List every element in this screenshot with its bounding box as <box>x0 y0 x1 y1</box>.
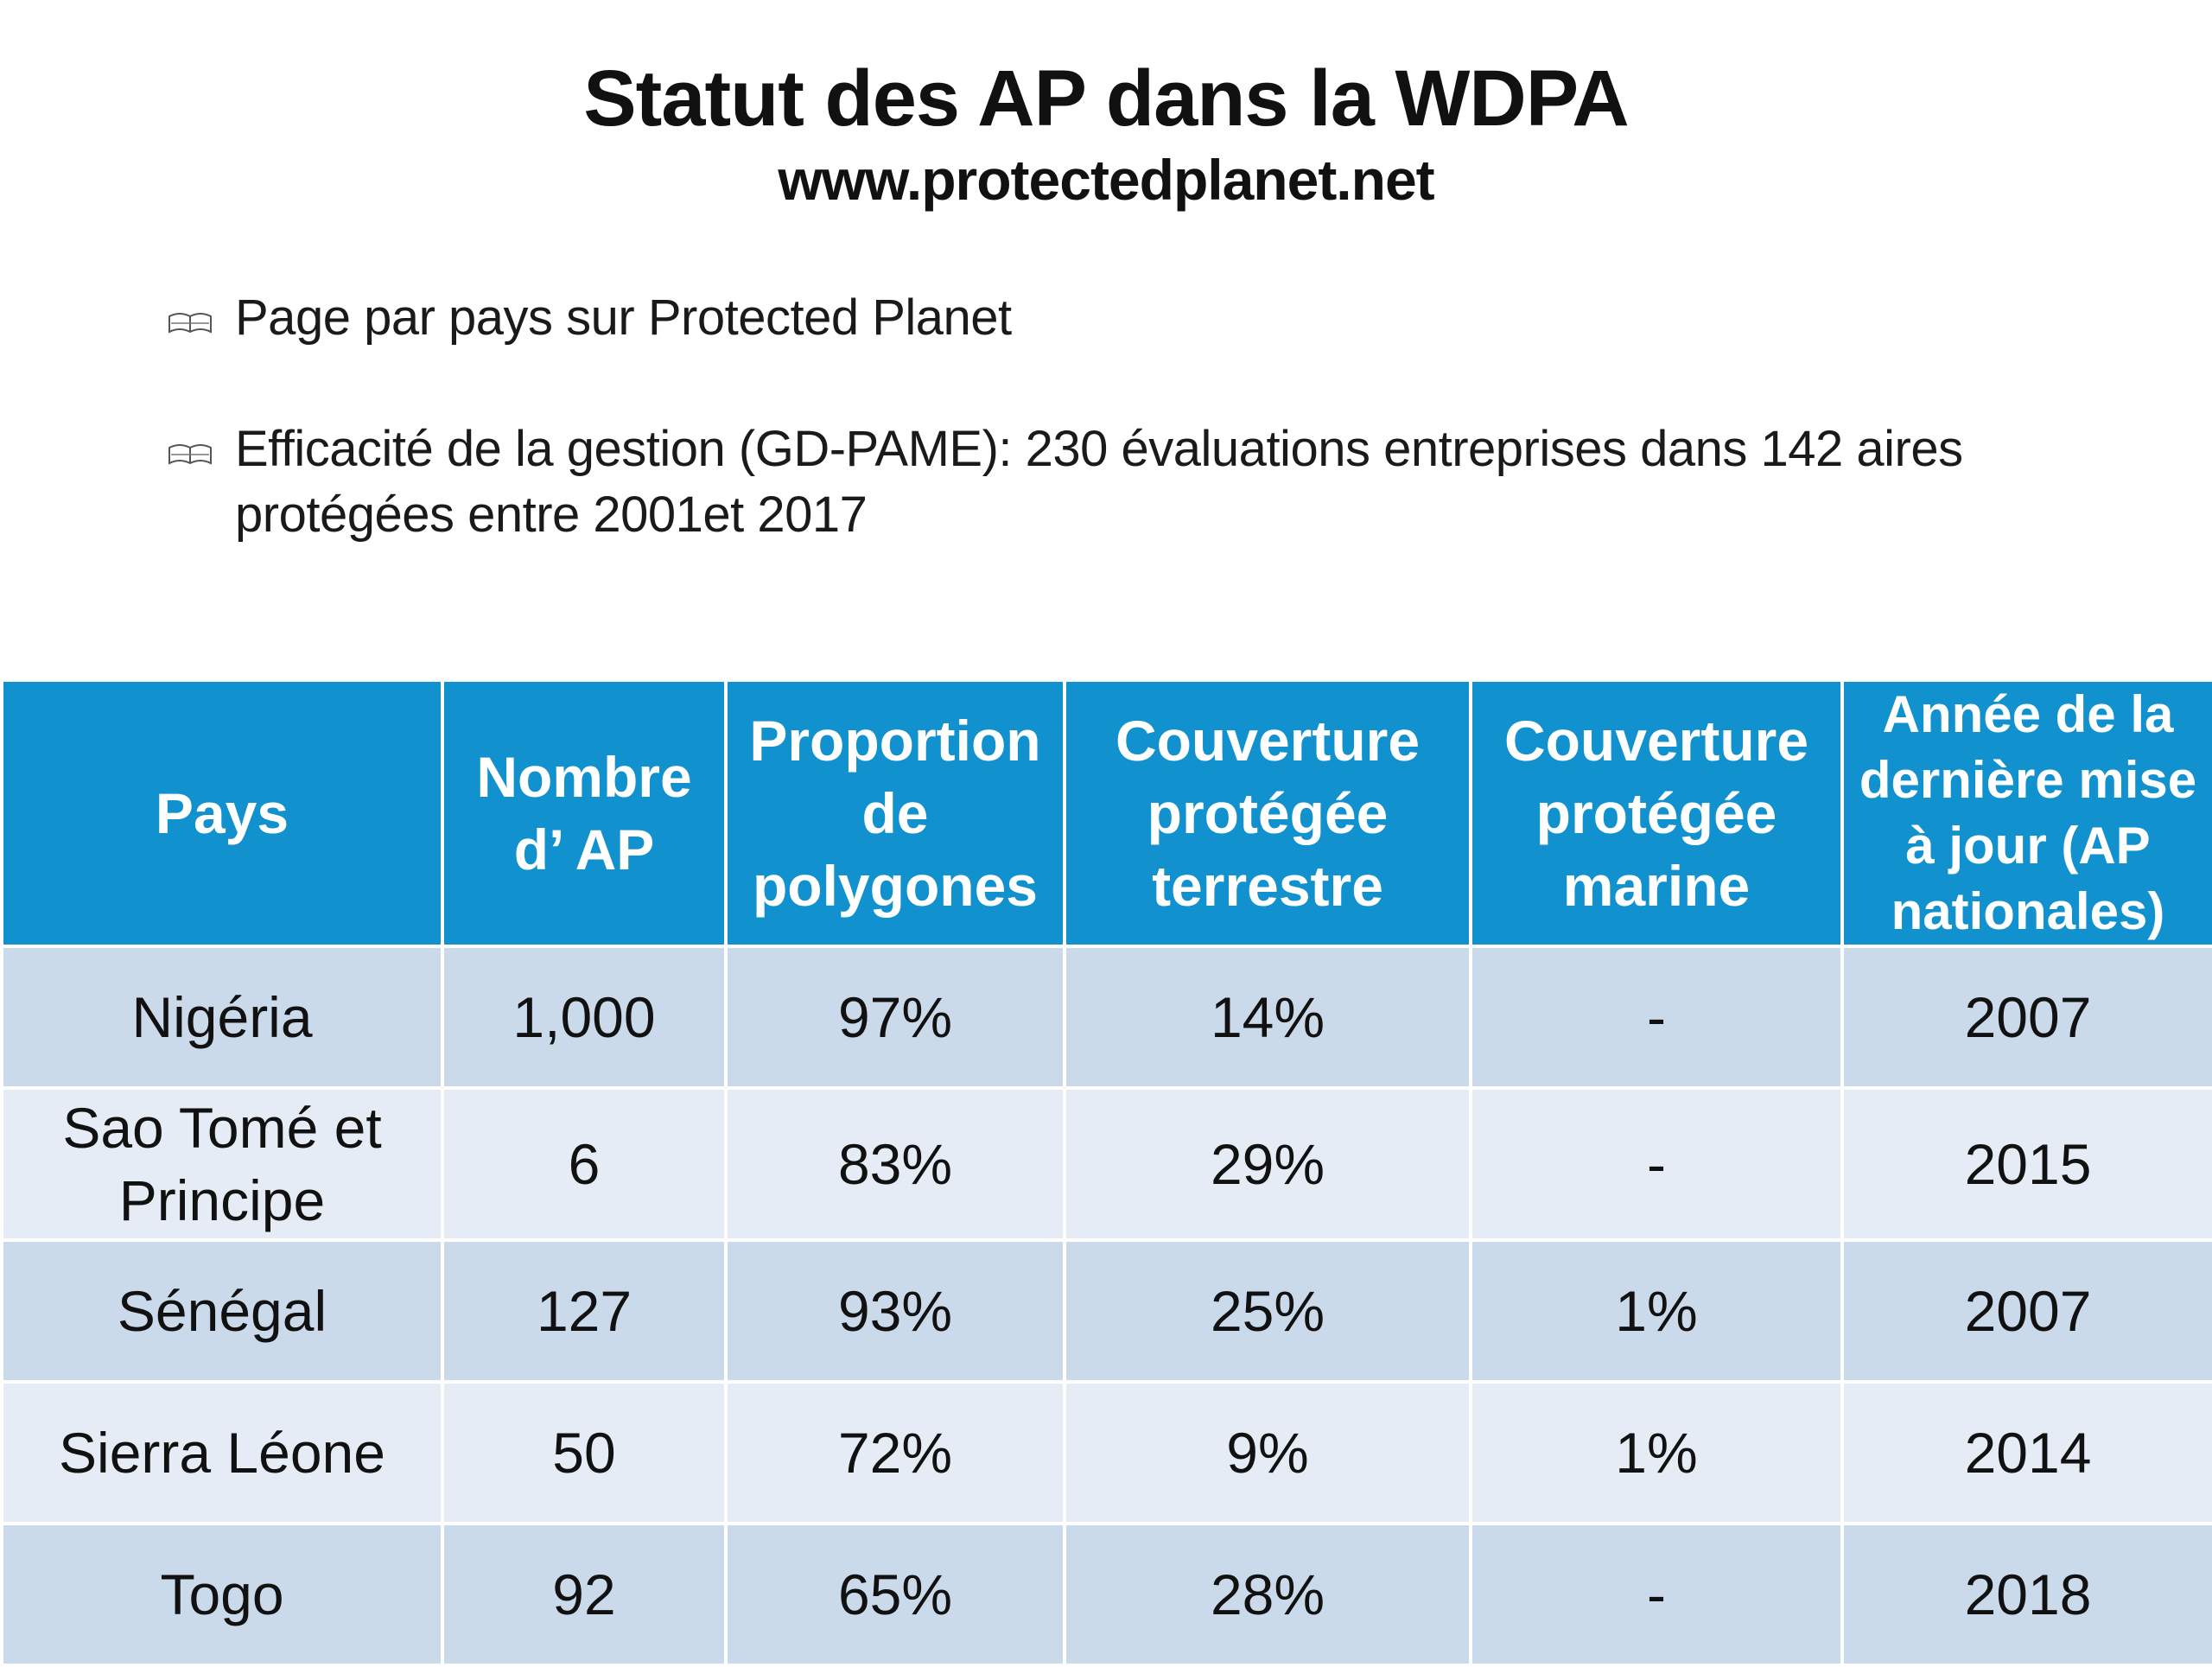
bullet-text: Page par pays sur Protected Planet <box>235 289 1012 346</box>
cell-annee: 2018 <box>1840 1522 2212 1667</box>
cell-annee: 2014 <box>1840 1380 2212 1525</box>
cell-terrestre: 14% <box>1063 945 1472 1090</box>
table-header-row: Pays Nombre d’ AP Proportion de polygone… <box>0 678 2212 948</box>
cell-marine: 1% <box>1469 1380 1844 1525</box>
wdpa-status-table: Pays Nombre d’ AP Proportion de polygone… <box>0 678 2212 1667</box>
column-header-nombre-ap: Nombre d’ AP <box>441 678 728 948</box>
cell-marine: 1% <box>1469 1238 1844 1384</box>
bullet-text: Efficacité de la gestion (GD-PAME): 230 … <box>235 421 1963 543</box>
cell-marine: - <box>1469 1086 1844 1242</box>
cell-proportion: 83% <box>724 1086 1066 1242</box>
cell-proportion: 65% <box>724 1522 1066 1667</box>
cell-pays: Togo <box>0 1522 444 1667</box>
cell-pays: Sénégal <box>0 1238 444 1384</box>
table-row: Togo 92 65% 28% - 2018 <box>0 1522 2212 1667</box>
table-row: Nigéria 1,000 97% 14% - 2007 <box>0 945 2212 1090</box>
cell-pays: Sierra Léone <box>0 1380 444 1525</box>
cell-pays: Sao Tomé et Principe <box>0 1086 444 1242</box>
open-book-icon <box>168 444 212 465</box>
cell-nombre-ap: 50 <box>441 1380 728 1525</box>
cell-annee: 2015 <box>1840 1086 2212 1242</box>
cell-terrestre: 9% <box>1063 1380 1472 1525</box>
cell-proportion: 97% <box>724 945 1066 1090</box>
cell-annee: 2007 <box>1840 945 2212 1090</box>
bullet-item: Page par pays sur Protected Planet <box>164 285 2108 351</box>
cell-proportion: 93% <box>724 1238 1066 1384</box>
cell-terrestre: 28% <box>1063 1522 1472 1667</box>
cell-pays: Nigéria <box>0 945 444 1090</box>
cell-terrestre: 29% <box>1063 1086 1472 1242</box>
cell-terrestre: 25% <box>1063 1238 1472 1384</box>
cell-nombre-ap: 127 <box>441 1238 728 1384</box>
cell-annee: 2007 <box>1840 1238 2212 1384</box>
column-header-pays: Pays <box>0 678 444 948</box>
table-row: Sierra Léone 50 72% 9% 1% 2014 <box>0 1380 2212 1525</box>
cell-nombre-ap: 92 <box>441 1522 728 1667</box>
slide-subtitle-url: www.protectedplanet.net <box>778 148 1434 212</box>
column-header-couverture-terrestre: Couverture protégée terrestre <box>1063 678 1472 948</box>
open-book-icon <box>168 313 212 334</box>
table-row: Sénégal 127 93% 25% 1% 2007 <box>0 1238 2212 1384</box>
bullet-item: Efficacité de la gestion (GD-PAME): 230 … <box>164 417 2108 548</box>
cell-marine: - <box>1469 945 1844 1090</box>
slide-title: Statut des AP dans la WDPA <box>583 54 1629 143</box>
cell-nombre-ap: 6 <box>441 1086 728 1242</box>
cell-marine: - <box>1469 1522 1844 1667</box>
column-header-annee-mise-a-jour: Année de la dernière mise à jour (AP nat… <box>1840 678 2212 948</box>
column-header-proportion-polygones: Proportion de polygones <box>724 678 1066 948</box>
cell-nombre-ap: 1,000 <box>441 945 728 1090</box>
table-row: Sao Tomé et Principe 6 83% 29% - 2015 <box>0 1086 2212 1242</box>
column-header-couverture-marine: Couverture protégée marine <box>1469 678 1844 948</box>
cell-proportion: 72% <box>724 1380 1066 1525</box>
bullet-list: Page par pays sur Protected Planet Effic… <box>164 285 2108 548</box>
